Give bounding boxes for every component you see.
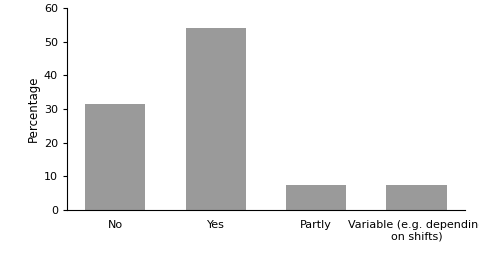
- Bar: [286, 185, 346, 210]
- Bar: [85, 104, 145, 210]
- Bar: [185, 28, 246, 210]
- Y-axis label: Percentage: Percentage: [27, 76, 40, 142]
- Bar: [387, 185, 446, 210]
